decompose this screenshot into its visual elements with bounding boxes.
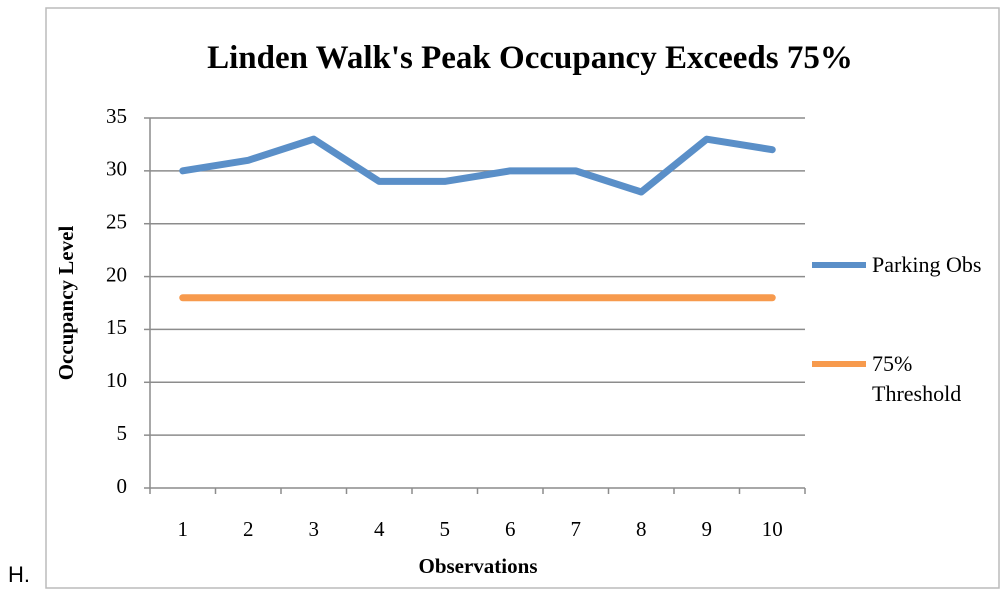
y-tick-label: 20 [106, 262, 127, 286]
legend-label: Parking Obs [872, 252, 982, 277]
item-label: H. [8, 562, 30, 587]
y-tick-label: 25 [106, 210, 127, 234]
chart-title: Linden Walk's Peak Occupancy Exceeds 75% [207, 40, 853, 76]
x-tick-label: 3 [309, 517, 320, 541]
legend-label: 75% Threshold [872, 351, 962, 406]
y-tick-label: 35 [106, 104, 127, 128]
chart-frame [45, 7, 1000, 589]
y-axis-label: Occupancy Level [54, 226, 78, 381]
y-tick-label: 0 [117, 474, 128, 498]
x-tick-label: 4 [374, 517, 385, 541]
data-line [179, 135, 776, 196]
x-axis-label: Observations [418, 554, 537, 578]
x-tick-label: 6 [505, 517, 516, 541]
x-tick-label: 10 [762, 517, 783, 541]
x-tick-label: 5 [440, 517, 451, 541]
x-tick-label: 7 [571, 517, 582, 541]
y-tick-label: 15 [106, 315, 127, 339]
x-tick-label: 2 [243, 517, 254, 541]
x-tick-label: 1 [178, 517, 189, 541]
y-tick-label: 30 [106, 157, 127, 181]
x-tick-label: 8 [636, 517, 647, 541]
y-tick-label: 5 [117, 421, 128, 445]
x-tick-label: 9 [702, 517, 713, 541]
y-tick-label: 10 [106, 368, 127, 392]
